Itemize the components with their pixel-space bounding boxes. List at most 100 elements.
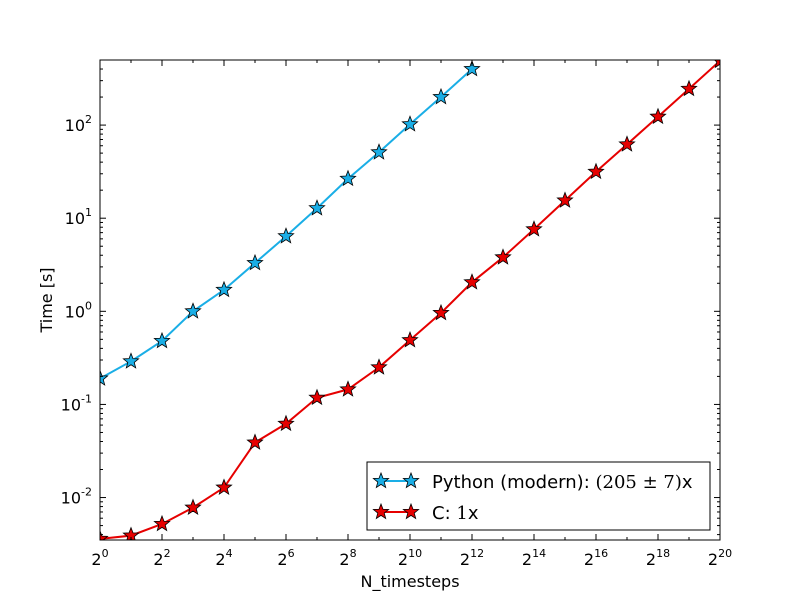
x-tick-exponent: 20 xyxy=(718,547,732,560)
x-tick-base: 2 xyxy=(646,550,656,569)
x-tick-exponent: 2 xyxy=(164,547,171,560)
y-tick-label: 10-2 xyxy=(61,486,92,508)
data-point-star xyxy=(339,380,357,397)
plot-series-layer xyxy=(100,60,720,540)
legend-label-math: (205 ± 7) xyxy=(596,472,682,493)
plot-area xyxy=(100,60,720,540)
data-point-star xyxy=(100,369,109,386)
x-tick-base: 2 xyxy=(522,550,532,569)
plot-frame xyxy=(99,59,721,541)
data-point-star xyxy=(153,331,171,349)
x-tick-exponent: 16 xyxy=(594,547,608,560)
data-point-star xyxy=(184,498,202,515)
data-point-star xyxy=(215,478,233,495)
legend-label-prefix: Python (modern): xyxy=(432,472,596,493)
legend-label-math: 1 xyxy=(456,503,467,524)
x-tick-base: 2 xyxy=(215,550,225,569)
x-tick-label: 212 xyxy=(460,547,484,569)
series-python xyxy=(100,60,481,386)
y-tick-label: 100 xyxy=(65,299,92,321)
data-point-star xyxy=(525,220,543,237)
data-point-star xyxy=(339,169,357,187)
x-tick-label: 216 xyxy=(584,547,608,569)
y-tick-base: 10 xyxy=(65,209,85,228)
y-tick-base: 10 xyxy=(61,489,81,508)
y-tick-exponent: 2 xyxy=(85,113,92,126)
y-tick-exponent: -2 xyxy=(81,486,92,499)
legend-marker-star xyxy=(372,502,390,520)
legend-label: Python (modern): (205 ± 7)x xyxy=(432,472,693,493)
legend-entry: C: 1x xyxy=(372,502,479,524)
x-tick-exponent: 18 xyxy=(656,547,670,560)
x-tick-label: 22 xyxy=(153,547,170,569)
x-tick-base: 2 xyxy=(584,550,594,569)
data-point-star xyxy=(401,115,419,132)
legend-label-suffix: x xyxy=(468,503,479,524)
y-tick-base: 10 xyxy=(65,302,85,321)
x-tick-label: 28 xyxy=(339,547,356,569)
data-point-star xyxy=(122,352,140,369)
y-tick-exponent: -1 xyxy=(81,392,92,405)
data-point-star xyxy=(277,414,295,432)
x-tick-exponent: 10 xyxy=(408,547,422,560)
data-point-star xyxy=(587,162,605,180)
x-tick-exponent: 0 xyxy=(102,547,109,560)
y-tick-label: 10-1 xyxy=(61,392,92,414)
legend-marker-star xyxy=(402,471,420,489)
data-point-star xyxy=(370,358,388,375)
data-point-star xyxy=(153,514,171,532)
data-point-star xyxy=(463,273,481,290)
y-axis-label: Time [s] xyxy=(37,267,56,333)
y-tick-label: 102 xyxy=(65,113,92,135)
legend-entry: Python (modern): (205 ± 7)x xyxy=(372,471,693,493)
x-tick-exponent: 4 xyxy=(226,547,233,560)
data-point-star xyxy=(308,388,326,406)
x-tick-base: 2 xyxy=(339,550,349,569)
x-tick-label: 210 xyxy=(398,547,422,569)
legend-label-prefix: C: xyxy=(432,503,456,524)
data-point-star xyxy=(215,280,233,298)
tick-labels-layer: 20 22 24 26 28 210 212 214 216 218 22010-210-11001… xyxy=(61,113,732,569)
x-tick-exponent: 14 xyxy=(532,547,546,560)
x-tick-label: 26 xyxy=(277,547,294,569)
data-point-star xyxy=(713,60,720,69)
x-tick-base: 2 xyxy=(460,550,470,569)
series-c xyxy=(100,60,720,540)
legend-marker-star xyxy=(372,471,390,489)
data-point-star xyxy=(308,199,326,216)
x-tick-base: 2 xyxy=(91,550,101,569)
data-point-star xyxy=(277,227,295,244)
legend: Python (modern): (205 ± 7)xC: 1x xyxy=(366,461,711,531)
x-tick-label: 24 xyxy=(215,547,232,569)
data-point-star xyxy=(618,135,636,152)
y-tick-label: 101 xyxy=(65,206,92,228)
data-point-star xyxy=(680,79,698,97)
data-point-star xyxy=(556,191,574,208)
data-point-star xyxy=(246,433,264,450)
x-tick-label: 20 xyxy=(91,547,108,569)
x-tick-label: 218 xyxy=(646,547,670,569)
x-tick-base: 2 xyxy=(153,550,163,569)
data-point-star xyxy=(246,253,264,271)
x-tick-exponent: 6 xyxy=(288,547,295,560)
y-tick-exponent: 1 xyxy=(85,206,92,219)
x-tick-base: 2 xyxy=(398,550,408,569)
y-tick-base: 10 xyxy=(61,395,81,414)
y-tick-base: 10 xyxy=(65,116,85,135)
x-tick-label: 214 xyxy=(522,547,546,569)
legend-marker-star xyxy=(402,502,420,520)
x-tick-base: 2 xyxy=(277,550,287,569)
x-tick-exponent: 12 xyxy=(470,547,484,560)
y-tick-exponent: 0 xyxy=(85,299,92,312)
x-axis-label: N_timesteps xyxy=(360,572,459,592)
data-point-star xyxy=(370,143,388,160)
data-point-star xyxy=(401,331,419,348)
legend-label: C: 1x xyxy=(432,503,479,524)
data-point-star xyxy=(432,303,450,321)
x-tick-exponent: 8 xyxy=(350,547,357,560)
x-tick-base: 2 xyxy=(708,550,718,569)
legend-box xyxy=(366,461,711,531)
data-point-star xyxy=(184,302,202,319)
legend-label-suffix: x xyxy=(682,472,693,493)
